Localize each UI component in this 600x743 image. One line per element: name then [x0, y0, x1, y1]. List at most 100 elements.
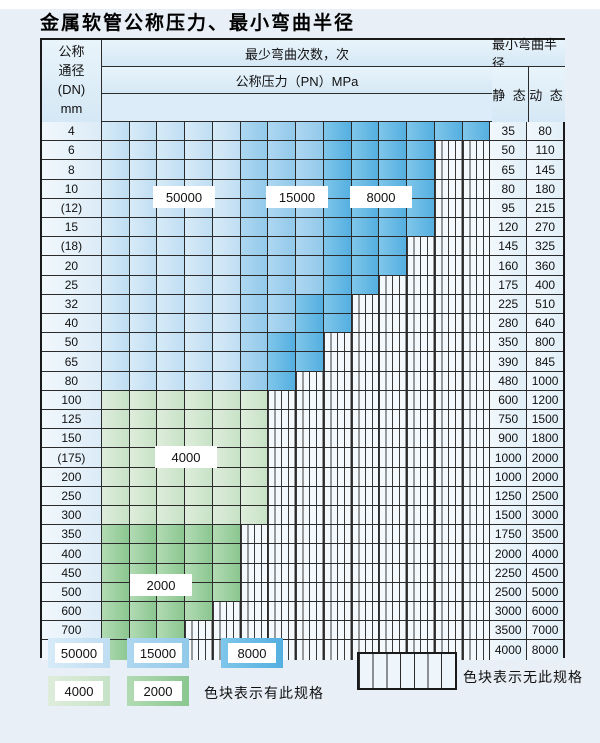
spec-cell-15000 — [240, 275, 269, 294]
spec-cell-2000 — [185, 544, 213, 563]
no-spec-cell — [351, 640, 380, 660]
spec-cell-50000 — [101, 294, 130, 314]
dynamic-radius-cell: 145 — [527, 160, 564, 179]
spec-cell-50000 — [212, 352, 241, 371]
spec-cell-50000 — [101, 141, 130, 160]
no-spec-cell — [268, 486, 297, 506]
spec-cell-50000 — [212, 371, 241, 390]
table-row-dn-(175): (175) 1000 2000 — [42, 448, 564, 468]
spec-cell-50000 — [129, 294, 158, 314]
spec-cell-4000 — [129, 410, 158, 429]
spec-cell-50000 — [129, 122, 158, 141]
dn-cell: 6 — [42, 141, 102, 160]
spec-cell-8000 — [296, 294, 324, 314]
spec-cell-8000 — [268, 352, 297, 371]
no-spec-cell — [407, 333, 435, 352]
dynamic-radius-cell: 6000 — [527, 602, 564, 621]
table-row-dn-4: 4 35 80 — [42, 122, 564, 142]
dn-cell: 40 — [42, 314, 102, 333]
header-static: 静 态 — [492, 67, 529, 122]
dn-cell: 20 — [42, 256, 102, 275]
static-radius-cell: 1250 — [490, 486, 528, 506]
table-row-dn-80: 80 480 1000 — [42, 371, 564, 391]
spec-cell-50000 — [212, 179, 241, 198]
spec-cell-4000 — [240, 467, 269, 486]
no-spec-cell — [407, 256, 435, 275]
no-spec-cell — [434, 621, 463, 640]
spec-cell-4000 — [185, 467, 213, 486]
spec-cell-50000 — [185, 352, 213, 371]
dn-cell: 4 — [42, 122, 102, 141]
spec-cell-50000 — [129, 256, 158, 275]
no-spec-cell — [462, 525, 491, 544]
table-header: 公称 通径 (DN) mm 最少弯曲次数，次 最小弯曲半径 公称压力（PN）MP… — [42, 37, 565, 122]
no-spec-cell — [323, 563, 352, 582]
no-spec-cell — [407, 275, 435, 294]
no-spec-cell — [379, 294, 408, 314]
no-spec-cell — [379, 352, 408, 371]
spec-cell-4000 — [101, 467, 130, 486]
no-spec-cell — [296, 486, 324, 506]
header-bend-cycles: 最少弯曲次数，次 — [102, 40, 492, 67]
spec-cell-50000 — [212, 198, 241, 218]
dn-cell: 150 — [42, 429, 102, 448]
spec-cell-50000 — [212, 122, 241, 141]
spec-cell-50000 — [212, 314, 241, 333]
dynamic-radius-cell: 1200 — [527, 390, 564, 410]
static-radius-cell: 65 — [490, 160, 528, 179]
no-spec-cell — [323, 525, 352, 544]
no-spec-cell — [462, 621, 491, 640]
spec-cell-50000 — [212, 237, 241, 256]
no-spec-cell — [212, 640, 241, 660]
no-spec-cell — [351, 563, 380, 582]
spec-cell-8000 — [407, 141, 435, 160]
no-spec-cell — [379, 448, 408, 467]
spec-cell-50000 — [101, 314, 130, 333]
spec-cell-15000 — [296, 218, 324, 237]
spec-cell-8000 — [351, 141, 380, 160]
page-title: 金属软管公称压力、最小弯曲半径 — [40, 12, 356, 34]
dynamic-radius-cell: 8000 — [527, 640, 564, 660]
spec-cell-4000 — [212, 390, 241, 410]
dynamic-radius-cell: 180 — [527, 179, 564, 198]
no-spec-cell — [323, 506, 352, 525]
no-spec-cell — [434, 410, 463, 429]
spec-cell-50000 — [129, 314, 158, 333]
spec-cell-15000 — [268, 218, 297, 237]
spec-cell-4000 — [212, 506, 241, 525]
spec-cell-50000 — [212, 294, 241, 314]
legend-swatch-label: 2000 — [134, 681, 182, 701]
dn-cell: 350 — [42, 525, 102, 544]
spec-cell-2000 — [157, 640, 186, 660]
static-radius-cell: 390 — [490, 352, 528, 371]
spec-cell-50000 — [212, 160, 241, 179]
spec-cell-50000 — [101, 122, 130, 141]
spec-cell-50000 — [129, 160, 158, 179]
no-spec-cell — [462, 352, 491, 371]
spec-cell-4000 — [157, 506, 186, 525]
spec-cell-2000 — [101, 582, 130, 602]
static-radius-cell: 280 — [490, 314, 528, 333]
no-spec-cell — [185, 621, 213, 640]
spec-cell-15000 — [240, 179, 269, 198]
no-spec-cell — [462, 160, 491, 179]
spec-cell-2000 — [212, 563, 241, 582]
spec-cell-4000 — [101, 486, 130, 506]
dynamic-radius-cell: 1800 — [527, 429, 564, 448]
spec-cell-4000 — [212, 429, 241, 448]
spec-cell-15000 — [268, 160, 297, 179]
no-spec-cell — [185, 640, 213, 660]
dynamic-radius-cell: 110 — [527, 141, 564, 160]
spec-cell-50000 — [185, 314, 213, 333]
no-spec-cell — [407, 602, 435, 621]
dn-cell: 25 — [42, 275, 102, 294]
no-spec-cell — [434, 640, 463, 660]
table-row-dn-300: 300 1500 3000 — [42, 506, 564, 526]
no-spec-cell — [379, 390, 408, 410]
spec-cell-15000 — [268, 237, 297, 256]
no-spec-cell — [462, 294, 491, 314]
dn-cell: 200 — [42, 467, 102, 486]
dynamic-radius-cell: 325 — [527, 237, 564, 256]
no-spec-cell — [351, 602, 380, 621]
spec-cell-15000 — [240, 256, 269, 275]
